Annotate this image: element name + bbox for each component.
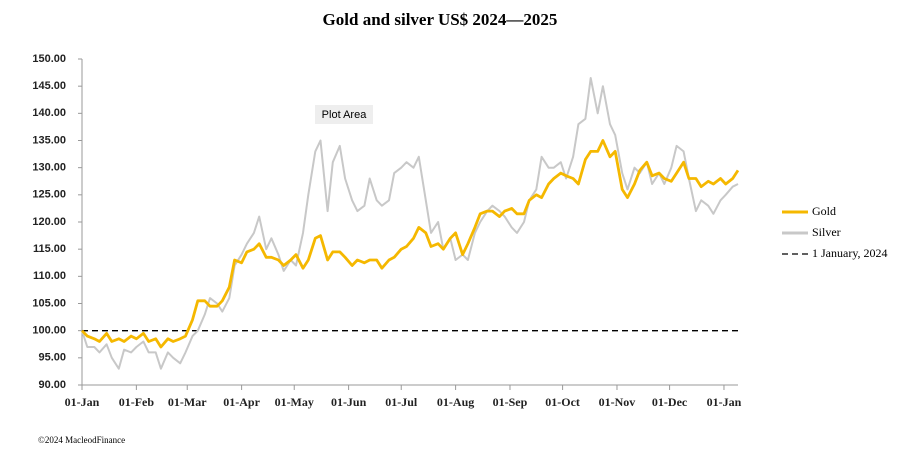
chart-title: Gold and silver US$ 2024—2025 (323, 10, 558, 29)
y-tick-label: 110.00 (33, 270, 66, 282)
y-tick-label: 90.00 (38, 379, 66, 391)
y-tick-label: 145.00 (32, 80, 66, 92)
annotation-box (315, 105, 373, 124)
x-tick-label: 01-Feb (119, 395, 155, 409)
footer: ©2024 MacleodFinance (38, 435, 125, 445)
y-tick-label: 120.00 (32, 216, 66, 228)
x-tick-label: 01-Jul (385, 395, 418, 409)
y-tick-label: 130.00 (32, 162, 66, 174)
y-tick-label: 100.00 (32, 325, 66, 337)
y-tick-label: 95.00 (38, 352, 66, 364)
series-line (81, 77, 739, 370)
x-tick-label: 01-Nov (599, 395, 636, 409)
legend-label: Gold (812, 204, 836, 218)
x-tick-label: 01-Oct (545, 395, 580, 409)
y-tick-label: 140.00 (32, 107, 66, 119)
series-line (81, 139, 740, 349)
x-tick-label: 01-Jan (65, 395, 100, 409)
y-tick-label: 125.00 (32, 189, 66, 201)
x-tick-label: 01-Sep (493, 395, 528, 409)
x-tick-label: 01-Apr (223, 395, 260, 409)
x-tick-label: 01-Aug (437, 395, 474, 409)
legend-label: 1 January, 2024 (812, 246, 888, 260)
y-tick-label: 105.00 (32, 297, 66, 309)
y-tick-label: 115.00 (33, 243, 66, 255)
y-tick-label: 135.00 (32, 134, 66, 146)
legend-label: Silver (812, 225, 841, 239)
annotation: Plot Area (322, 109, 368, 121)
y-tick-label: 150.00 (32, 53, 66, 65)
x-tick-label: 01-Mar (168, 395, 207, 409)
x-tick-label: 01-May (275, 395, 314, 409)
x-tick-label: 01-Jun (331, 395, 367, 409)
x-tick-label: 01-Dec (652, 395, 688, 409)
x-tick-label: 01-Jan (707, 395, 742, 409)
